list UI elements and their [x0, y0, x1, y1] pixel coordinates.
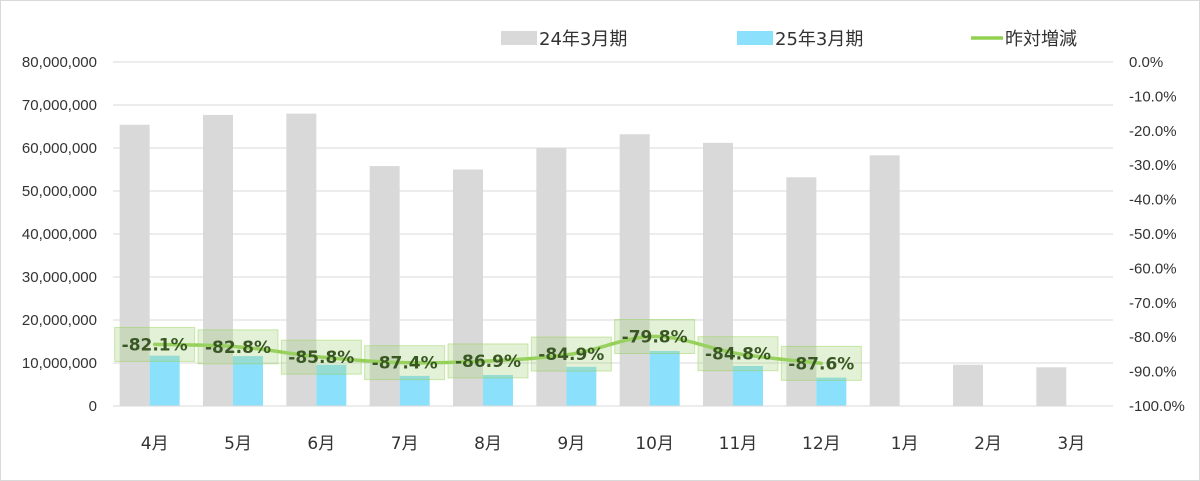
y-right-tick-label: -20.0%	[1129, 123, 1177, 140]
y-left-tick-label: 70,000,000	[22, 97, 97, 114]
x-tick-label: 2月	[974, 434, 1002, 454]
bar-current-year	[149, 355, 180, 406]
x-tick-label: 5月	[224, 434, 252, 454]
bar-current-year	[316, 364, 347, 406]
bar-prev-year	[203, 114, 233, 406]
data-label-box	[280, 339, 362, 375]
legend-label: 昨対増減	[1005, 29, 1077, 50]
x-tick-label: 11月	[719, 434, 758, 454]
x-tick-label: 4月	[141, 434, 169, 454]
bar-prev-year	[703, 142, 733, 406]
y-right-tick-label: -100.0%	[1129, 398, 1185, 415]
bar-current-year	[233, 356, 263, 406]
bar-prev-year	[536, 148, 567, 406]
bar-prev-year	[453, 169, 483, 406]
legend-item: 25年3月期	[737, 29, 863, 50]
y-left-tick-label: 50,000,000	[22, 183, 97, 200]
data-label: -84.9%	[538, 345, 604, 365]
y-left-tick-label: 80,000,000	[22, 54, 97, 71]
bar-current-year	[733, 366, 763, 406]
y-left-tick-label: 60,000,000	[22, 140, 97, 157]
bar-prev-year	[1036, 367, 1067, 406]
y-right-tick-label: -40.0%	[1129, 192, 1177, 209]
y-right-tick-label: -90.0%	[1129, 364, 1177, 381]
data-label-box	[697, 336, 779, 372]
y-left-tick-label: 30,000,000	[22, 269, 97, 286]
data-label-box	[364, 345, 446, 381]
data-label-box	[530, 336, 612, 372]
y-right-tick-label: -50.0%	[1129, 226, 1177, 243]
gridlines	[113, 61, 1113, 407]
data-label: -85.8%	[288, 348, 354, 368]
bars	[119, 113, 1067, 407]
bar-current-year	[649, 350, 680, 406]
legend-label: 25年3月期	[775, 29, 863, 50]
data-label-box	[197, 329, 279, 365]
bar-prev-year	[369, 166, 400, 406]
data-label-box	[614, 319, 696, 355]
data-label: -86.9%	[455, 352, 521, 372]
data-label: -79.8%	[622, 328, 688, 348]
data-label: -82.1%	[122, 335, 188, 355]
data-label: -84.8%	[705, 345, 771, 365]
bar-prev-year	[119, 124, 150, 406]
data-label-box	[114, 326, 196, 362]
bar-current-year	[399, 375, 430, 406]
y-left-tick-label: 10,000,000	[22, 355, 97, 372]
y-right-tick-label: 0.0%	[1129, 54, 1163, 71]
x-tick-label: 9月	[557, 434, 585, 454]
legend-item: 24年3月期	[501, 29, 627, 50]
y-right-tick-label: -10.0%	[1129, 88, 1177, 105]
x-tick-label: 10月	[635, 434, 674, 454]
y-left-tick-label: 20,000,000	[22, 312, 97, 329]
bar-current-year	[566, 366, 597, 406]
x-tick-label: 3月	[1057, 434, 1085, 454]
legend-swatch	[737, 31, 773, 45]
bar-prev-year	[786, 177, 817, 406]
bar-current-year	[816, 377, 847, 406]
y-right-tick-label: -60.0%	[1129, 260, 1177, 277]
y-left-tick-label: 0	[89, 398, 97, 415]
x-tick-label: 12月	[802, 434, 841, 454]
x-tick-label: 6月	[307, 434, 335, 454]
data-label: -87.4%	[372, 354, 438, 374]
data-label: -87.6%	[788, 354, 854, 374]
axes: 0 10,000,000 20,000,000 30,000,000 40,000,00…	[22, 54, 1185, 454]
y-right-tick-label: -70.0%	[1129, 295, 1177, 312]
data-label: -82.8%	[205, 338, 271, 358]
legend-label: 24年3月期	[539, 29, 627, 50]
bar-prev-year	[869, 155, 900, 406]
x-tick-label: 7月	[391, 434, 419, 454]
data-label-box	[447, 343, 529, 379]
bar-prev-year	[953, 364, 983, 406]
legend-item: 昨対増減	[971, 29, 1077, 50]
bar-prev-year	[619, 134, 650, 407]
yoy-line-path	[152, 334, 824, 366]
legend-swatch	[501, 31, 537, 45]
x-tick-label: 8月	[474, 434, 502, 454]
yoy-line	[152, 334, 824, 366]
data-labels: -82.1% -82.8% -85.8% -87.4% -86.9% -84.9% -79.…	[114, 319, 862, 381]
bar-current-year	[483, 375, 513, 406]
x-tick-label: 1月	[891, 434, 919, 454]
y-left-tick-label: 40,000,000	[22, 226, 97, 243]
y-right-tick-label: -30.0%	[1129, 157, 1177, 174]
data-label-box	[780, 345, 862, 381]
y-right-tick-label: -80.0%	[1129, 329, 1177, 346]
legend: 24年3月期 25年3月期 昨対増減	[501, 29, 1077, 50]
